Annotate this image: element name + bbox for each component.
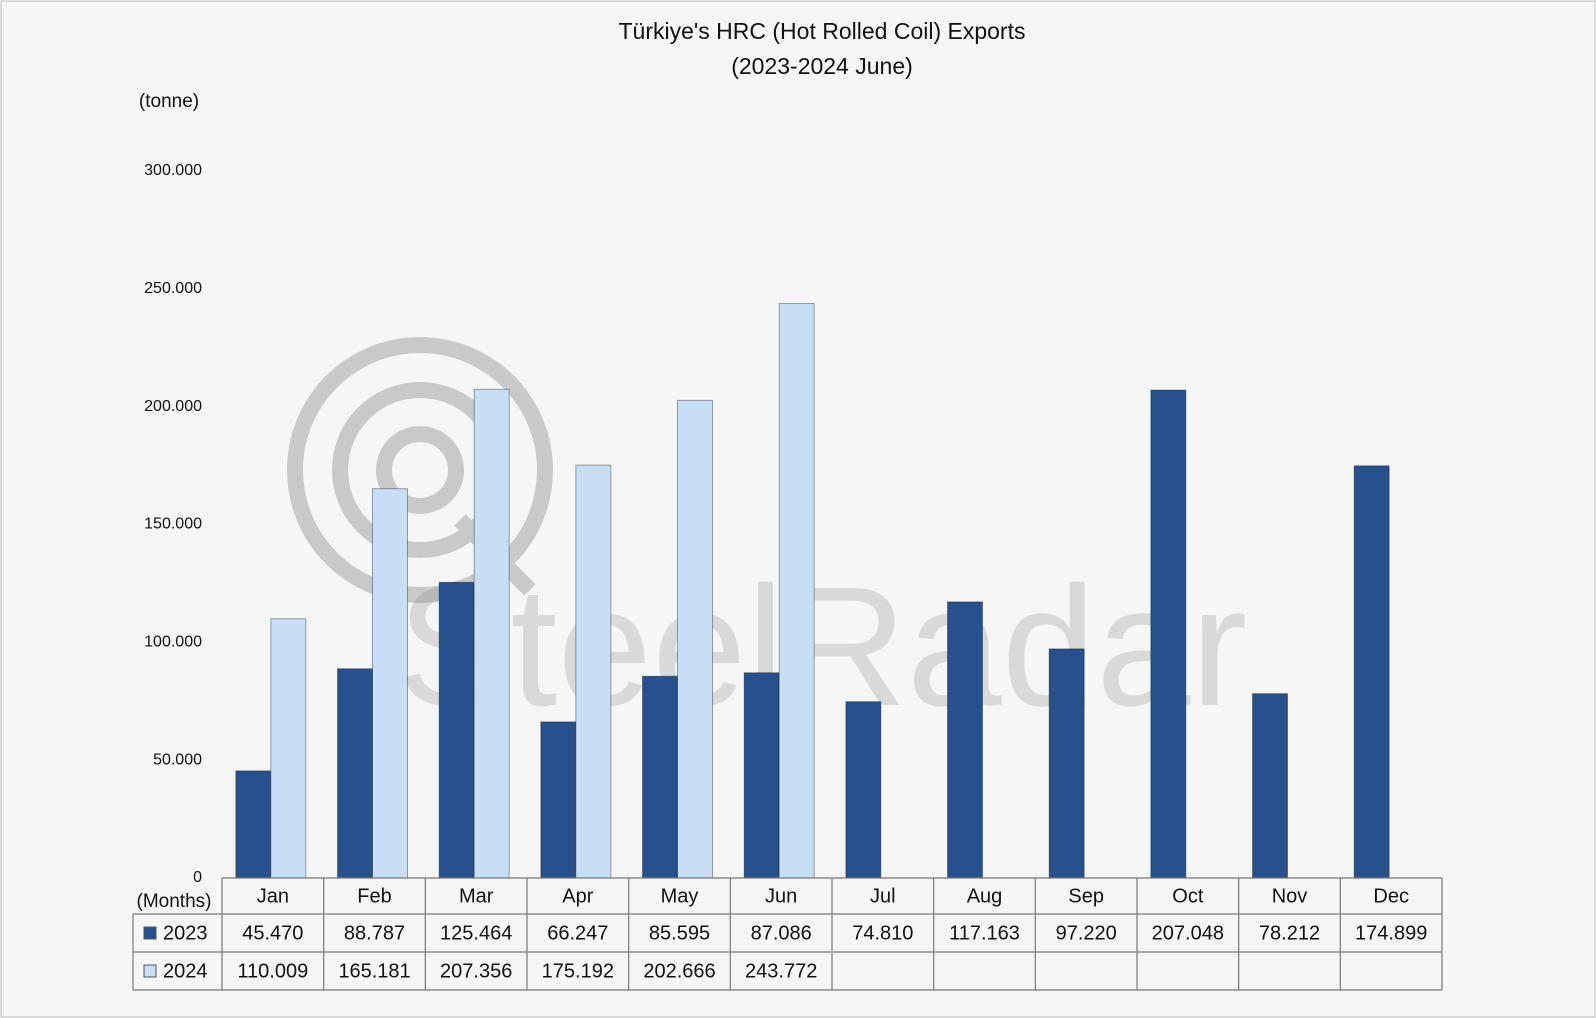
table-cell: 97.220 bbox=[1056, 922, 1117, 944]
y-tick-label: 200.000 bbox=[144, 398, 202, 415]
x-tick-label: Nov bbox=[1272, 885, 1308, 907]
x-tick-label: Mar bbox=[459, 885, 494, 907]
table-cell: 165.181 bbox=[338, 960, 410, 982]
table-cell: 202.666 bbox=[643, 960, 715, 982]
y-tick-label: 150.000 bbox=[144, 516, 202, 533]
x-tick-label: Feb bbox=[357, 885, 391, 907]
table-cell: 243.772 bbox=[745, 960, 817, 982]
table-cell: 207.356 bbox=[440, 960, 512, 982]
bar bbox=[778, 303, 815, 879]
x-axis-label: (Months) bbox=[137, 891, 212, 912]
table-cell: 125.464 bbox=[440, 922, 512, 944]
bar bbox=[473, 388, 510, 879]
legend-swatch bbox=[143, 964, 157, 978]
table-cell: 207.048 bbox=[1152, 922, 1224, 944]
x-tick-label: Jul bbox=[870, 885, 896, 907]
bar bbox=[1048, 648, 1085, 879]
x-tick-label: May bbox=[661, 885, 699, 907]
bar bbox=[743, 672, 780, 879]
legend-label: 2023 bbox=[163, 922, 208, 944]
table-cell: 174.899 bbox=[1355, 922, 1427, 944]
table-cell: 117.163 bbox=[949, 922, 1020, 944]
x-tick-label: Oct bbox=[1172, 885, 1204, 907]
y-tick-label: 100.000 bbox=[144, 634, 202, 651]
x-tick-label: Jan bbox=[257, 885, 289, 907]
table-cell: 74.810 bbox=[852, 922, 913, 944]
bar bbox=[575, 464, 612, 879]
chart-title: Türkiye's HRC (Hot Rolled Coil) Exports bbox=[619, 18, 1026, 44]
table-cell: 87.086 bbox=[751, 922, 812, 944]
bar bbox=[845, 701, 882, 879]
y-tick-label: 300.000 bbox=[144, 162, 202, 179]
bar bbox=[1353, 465, 1390, 879]
table-cell: 85.595 bbox=[649, 922, 710, 944]
legend-swatch bbox=[143, 926, 157, 940]
table-cell: 175.192 bbox=[542, 960, 614, 982]
bar bbox=[372, 488, 408, 879]
watermark: SteelRadar bbox=[397, 552, 1248, 742]
x-tick-label: Jun bbox=[765, 885, 797, 907]
table-cell: 45.470 bbox=[242, 922, 303, 944]
bar bbox=[947, 601, 983, 879]
table-cell: 88.787 bbox=[344, 922, 405, 944]
bar bbox=[1252, 693, 1288, 879]
bar bbox=[438, 581, 475, 879]
bar bbox=[1150, 389, 1187, 879]
bar bbox=[677, 399, 713, 879]
y-tick-label: 250.000 bbox=[144, 280, 202, 297]
table-cell: 66.247 bbox=[547, 922, 608, 944]
chart-subtitle: (2023-2024 June) bbox=[731, 53, 913, 79]
y-tick-label: 50.000 bbox=[153, 751, 202, 768]
bar bbox=[270, 618, 307, 879]
y-axis-label: (tonne) bbox=[139, 91, 199, 112]
bar bbox=[642, 675, 678, 879]
bar bbox=[235, 770, 272, 879]
bar bbox=[337, 668, 373, 879]
x-tick-label: Apr bbox=[562, 885, 593, 907]
y-tick-label: 0 bbox=[193, 869, 202, 886]
bar bbox=[540, 721, 577, 879]
x-tick-label: Dec bbox=[1373, 885, 1409, 907]
x-tick-label: Sep bbox=[1068, 885, 1104, 907]
x-tick-label: Aug bbox=[967, 885, 1003, 907]
table-cell: 110.009 bbox=[237, 960, 308, 982]
legend-label: 2024 bbox=[163, 960, 208, 982]
table-cell: 78.212 bbox=[1259, 922, 1320, 944]
